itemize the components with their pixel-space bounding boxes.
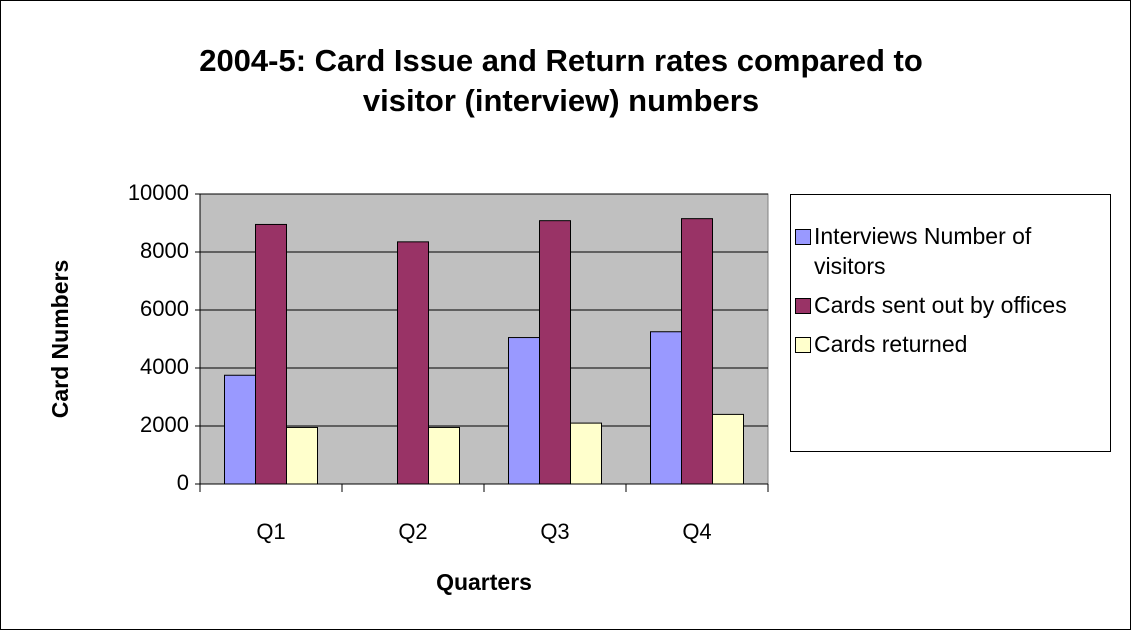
legend-swatch bbox=[795, 337, 811, 353]
x-axis-title: Quarters bbox=[436, 569, 532, 595]
bar bbox=[224, 374, 256, 485]
x-tick-label: Q1 bbox=[256, 519, 285, 544]
legend-label: Cards sent out by offices bbox=[814, 292, 1067, 318]
bar bbox=[255, 223, 287, 485]
x-tick-label: Q3 bbox=[540, 519, 569, 544]
bar bbox=[286, 426, 318, 485]
bar bbox=[508, 337, 540, 485]
y-tick-label: 2000 bbox=[140, 412, 189, 437]
x-tick-label: Q2 bbox=[398, 519, 427, 544]
x-tick-label: Q4 bbox=[682, 519, 711, 544]
chart-title: 2004-5: Card Issue and Return rates comp… bbox=[199, 43, 923, 118]
legend-item: Interviews Number of visitors bbox=[795, 221, 1110, 281]
legend: Interviews Number of visitors Cards sent … bbox=[790, 194, 1111, 452]
legend-item: Cards returned bbox=[795, 329, 1110, 359]
legend-label: Interviews Number of visitors bbox=[814, 223, 1032, 279]
bar bbox=[712, 413, 744, 485]
legend-swatch bbox=[795, 229, 811, 245]
bar bbox=[397, 241, 429, 485]
legend-label: Cards returned bbox=[814, 331, 968, 357]
y-tick-label: 8000 bbox=[140, 238, 189, 263]
y-tick-label: 10000 bbox=[128, 180, 189, 205]
y-tick-label: 0 bbox=[177, 470, 189, 495]
bar bbox=[428, 426, 460, 485]
bar bbox=[539, 220, 571, 485]
y-axis-title: Card Numbers bbox=[47, 260, 73, 418]
bar bbox=[650, 331, 682, 485]
y-tick-label: 6000 bbox=[140, 296, 189, 321]
legend-item: Cards sent out by offices bbox=[795, 290, 1110, 320]
bar bbox=[570, 422, 602, 485]
legend-swatch bbox=[795, 298, 811, 314]
y-tick-label: 4000 bbox=[140, 354, 189, 379]
bar bbox=[681, 218, 713, 485]
